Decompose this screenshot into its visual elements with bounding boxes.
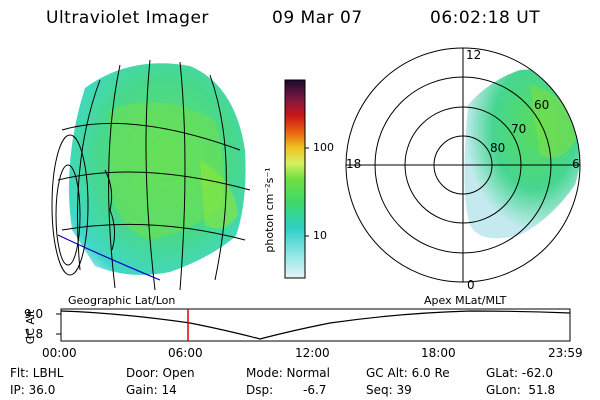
door-status: Door: Open: [126, 366, 195, 380]
xtick-18-00: 18:00: [421, 346, 456, 360]
date-label: 09 Mar 07: [272, 8, 363, 28]
altitude-ytick-9: 9.0: [24, 307, 43, 321]
ip-status: IP: 36.0: [10, 383, 56, 397]
mlt-label-12: 12: [466, 48, 481, 62]
xtick-06-00: 06:00: [168, 346, 203, 360]
dsp-label: Dsp:: [246, 383, 274, 397]
lat-label-60: 60: [534, 98, 549, 112]
altitude-ytick-1-8: 1.8: [24, 327, 43, 341]
lat-label-80: 80: [490, 141, 505, 155]
instrument-title: Ultraviolet Imager: [46, 8, 209, 28]
xtick-12-00: 12:00: [295, 346, 330, 360]
altitude-ylabel: GC Alt: [24, 309, 37, 344]
seq-status: Seq: 39: [366, 383, 412, 397]
colorbar-tick-100: 100: [313, 141, 334, 154]
colorbar: photon cm⁻²s⁻¹: [265, 79, 309, 279]
filter-status: Flt: LBHL: [10, 366, 64, 380]
altitude-plot: GC Alt 9.0 1.8: [24, 307, 571, 344]
mlt-label-18: 18: [346, 157, 361, 171]
glat-status: GLat: -62.0: [486, 366, 553, 380]
mlt-label-6: 6: [572, 157, 580, 171]
apex-label: Apex MLat/MLT: [424, 294, 507, 307]
geographic-globe-image: [51, 59, 251, 290]
colorbar-label: photon cm⁻²s⁻¹: [265, 167, 276, 252]
mlt-label-0: 0: [467, 278, 475, 292]
gc-alt-status: GC Alt: 6.0 Re: [366, 366, 450, 380]
xtick-23-59: 23:59: [548, 346, 583, 360]
lat-label-70: 70: [511, 122, 526, 136]
polar-mlt-plot: 12 18 6 0 60 70 80: [345, 47, 581, 292]
colorbar-tick-10: 10: [313, 229, 327, 242]
dsp-value: -6.7: [303, 383, 327, 397]
mode-status: Mode: Normal: [246, 366, 330, 380]
gain-status: Gain: 14: [126, 383, 177, 397]
glon-status: GLon: 51.8: [486, 383, 556, 397]
xtick-00-00: 00:00: [42, 346, 77, 360]
time-label: 06:02:18 UT: [430, 8, 541, 28]
geographic-label: Geographic Lat/Lon: [68, 294, 176, 307]
